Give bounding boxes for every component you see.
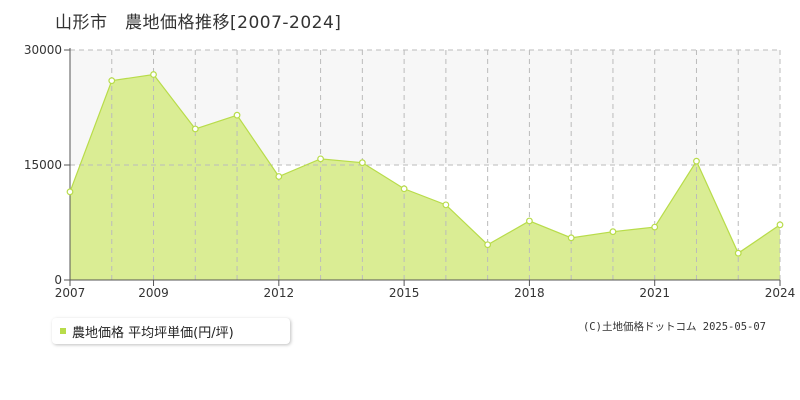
- data-point: [442, 201, 450, 209]
- x-tick-label: 2012: [264, 286, 295, 300]
- data-point: [567, 234, 575, 242]
- data-point: [358, 159, 366, 167]
- data-point: [317, 155, 324, 163]
- legend-swatch: [60, 328, 66, 334]
- copyright-text: (C)土地価格ドットコム 2025-05-07: [582, 321, 766, 333]
- x-tick-label: 2018: [514, 286, 545, 300]
- data-point: [66, 188, 74, 196]
- x-tick-label: 2007: [55, 286, 86, 300]
- series-line: [69, 73, 781, 255]
- series-area: [70, 74, 780, 281]
- data-point: [233, 111, 241, 119]
- data-point: [693, 157, 700, 165]
- data-point: [275, 173, 283, 180]
- y-tick-label: 0: [54, 273, 62, 287]
- data-point: [484, 241, 492, 249]
- data-point: [526, 217, 533, 225]
- data-point: [776, 221, 784, 229]
- data-point: [651, 223, 659, 231]
- data-point: [191, 125, 199, 133]
- legend-label: 農地価格 平均坪単価(円/坪): [72, 325, 234, 341]
- y-tick-label: 30000: [24, 43, 62, 57]
- x-tick-label: 2024: [765, 286, 796, 300]
- data-point: [734, 249, 742, 257]
- x-tick-label: 2009: [138, 286, 169, 300]
- data-point: [150, 71, 157, 78]
- y-tick-label: 15000: [24, 158, 62, 172]
- x-tick-label: 2015: [389, 286, 420, 300]
- legend: 農地価格 平均坪単価(円/坪): [52, 318, 290, 344]
- data-point: [400, 185, 408, 193]
- chart-title: 山形市 農地価格推移[2007-2024]: [55, 13, 342, 33]
- data-point: [108, 77, 116, 85]
- x-tick-label: 2021: [639, 286, 670, 300]
- data-point: [609, 228, 617, 236]
